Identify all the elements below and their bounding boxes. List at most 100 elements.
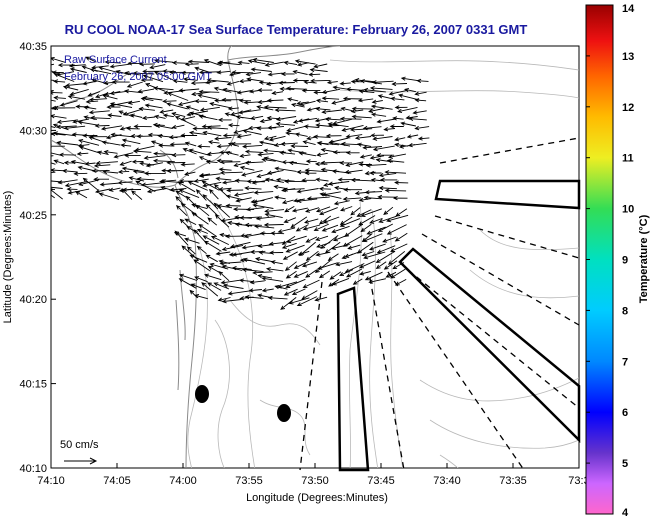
current-vector	[140, 77, 153, 83]
current-vector	[377, 223, 394, 232]
current-vector	[362, 145, 383, 150]
current-vector	[264, 212, 283, 219]
current-vector	[342, 96, 363, 101]
current-vector	[53, 105, 76, 111]
current-vector	[384, 170, 407, 175]
current-vector	[275, 177, 295, 183]
current-vector	[249, 249, 266, 255]
scale-arrow-label: 50 cm/s	[60, 439, 99, 451]
current-vector	[274, 107, 296, 113]
current-vector	[84, 161, 96, 166]
current-vector	[242, 257, 266, 265]
current-vector	[281, 199, 294, 205]
scale-arrow-head	[89, 457, 98, 465]
current-vector	[153, 86, 174, 91]
plot-frame	[50, 45, 580, 469]
current-vector	[282, 187, 305, 192]
current-vector	[167, 92, 189, 101]
current-vector	[51, 171, 56, 174]
current-vector	[124, 153, 141, 158]
current-vector	[370, 104, 393, 110]
current-vector	[372, 136, 393, 141]
colorbar-tick-label: 12	[622, 102, 634, 114]
current-vector	[252, 203, 274, 209]
current-vector	[184, 171, 196, 176]
current-vector	[191, 203, 208, 210]
current-vector	[377, 194, 397, 200]
current-vector	[341, 124, 364, 132]
current-vector	[193, 178, 209, 183]
current-vector	[314, 296, 328, 302]
current-vector	[121, 166, 145, 173]
current-vector	[392, 116, 404, 121]
current-vector	[414, 98, 427, 103]
current-vector	[74, 191, 88, 199]
current-vector	[326, 80, 338, 85]
current-vector	[98, 66, 120, 74]
current-vector	[189, 111, 206, 118]
current-vector	[394, 180, 409, 185]
current-vector	[241, 244, 262, 250]
current-vector	[144, 103, 163, 109]
current-vector	[361, 251, 375, 257]
current-vector	[131, 159, 144, 164]
current-vector	[127, 100, 140, 105]
current-vector	[219, 160, 241, 165]
current-vector	[51, 63, 55, 66]
current-vector	[382, 236, 397, 243]
current-vector	[195, 204, 210, 217]
current-vector	[364, 271, 383, 281]
current-vector	[350, 109, 364, 114]
current-vector	[207, 125, 229, 130]
current-vector	[225, 203, 241, 208]
current-vector	[252, 57, 274, 63]
current-vector	[235, 115, 253, 120]
current-vector	[67, 188, 90, 195]
current-vector	[331, 277, 350, 286]
current-vector	[213, 282, 230, 290]
current-vector	[363, 251, 386, 260]
current-vector	[266, 98, 284, 103]
current-vector	[392, 195, 408, 201]
legend-source: Raw Surface Current	[64, 54, 167, 66]
current-vector	[283, 217, 297, 224]
current-vector	[247, 59, 266, 65]
current-vector	[51, 188, 63, 200]
current-vector	[195, 189, 207, 201]
surface-current-vectors	[51, 56, 430, 310]
current-vector	[51, 152, 63, 157]
current-vector	[305, 269, 317, 278]
current-vector	[372, 145, 395, 152]
current-vector	[150, 140, 162, 146]
current-vector	[184, 237, 200, 244]
current-vector	[51, 194, 55, 199]
current-vector	[288, 160, 309, 166]
current-vector	[203, 240, 222, 252]
current-vector	[242, 144, 263, 149]
current-vector	[358, 162, 372, 167]
current-vector	[385, 271, 397, 278]
current-vector	[52, 131, 76, 137]
current-vector	[94, 123, 110, 128]
current-vector	[354, 77, 375, 83]
current-vector	[394, 232, 408, 242]
current-vector	[196, 245, 207, 255]
current-vector	[177, 100, 196, 107]
current-vector	[51, 186, 63, 189]
current-vector	[51, 162, 56, 165]
current-vector	[390, 268, 406, 279]
current-vector	[128, 176, 145, 182]
current-vector	[359, 79, 382, 85]
current-vector	[218, 270, 230, 282]
current-vector	[238, 98, 252, 103]
colorbar-tick-label: 6	[622, 407, 628, 419]
current-vector	[386, 214, 409, 223]
current-vector	[96, 150, 109, 156]
current-vector	[315, 177, 329, 182]
lane-boundary	[434, 215, 580, 259]
current-vector	[376, 118, 396, 124]
current-vector	[240, 233, 252, 238]
current-vector	[339, 269, 354, 277]
current-vector	[90, 115, 111, 120]
current-vector	[221, 97, 243, 102]
